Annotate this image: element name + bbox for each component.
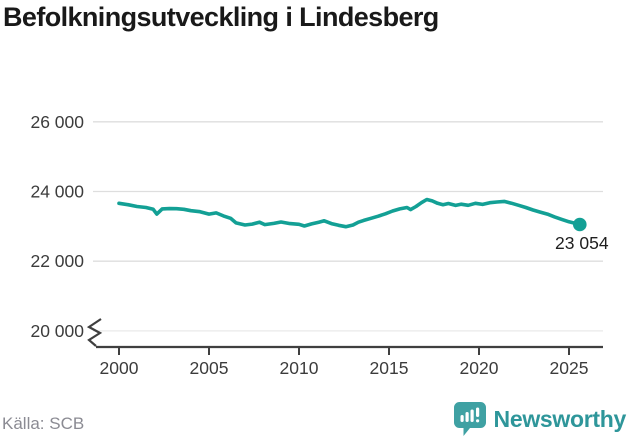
newsworthy-logo: Newsworthy bbox=[453, 401, 626, 437]
newsworthy-bar-chart-bubble-icon bbox=[453, 402, 486, 436]
source-label: Källa: SCB bbox=[2, 414, 85, 433]
y-axis-labels: 20 000 22 000 24 000 26 000 bbox=[30, 112, 84, 341]
y-tick-label: 24 000 bbox=[30, 182, 84, 202]
x-axis-ticks bbox=[118, 347, 570, 355]
y-tick-label: 20 000 bbox=[30, 321, 84, 341]
x-axis-labels: 2000 2005 2010 2015 2020 2025 bbox=[100, 358, 589, 378]
x-tick-label: 2005 bbox=[190, 358, 229, 378]
x-tick-label: 2000 bbox=[100, 358, 139, 378]
gridlines bbox=[93, 121, 603, 332]
y-tick-label: 26 000 bbox=[30, 112, 84, 132]
y-tick-label: 22 000 bbox=[30, 251, 84, 271]
x-tick-label: 2010 bbox=[280, 358, 319, 378]
x-tick-label: 2020 bbox=[460, 358, 499, 378]
end-point-dot bbox=[573, 217, 587, 232]
end-value-label: 23 054 bbox=[555, 233, 609, 253]
population-line bbox=[117, 197, 582, 229]
x-tick-label: 2025 bbox=[550, 358, 589, 378]
newsworthy-wordmark: Newsworthy bbox=[493, 405, 627, 432]
axis-break-icon bbox=[86, 318, 103, 347]
chart-title: Befolkningsutveckling i Lindesberg bbox=[3, 2, 439, 32]
x-tick-label: 2015 bbox=[370, 358, 409, 378]
